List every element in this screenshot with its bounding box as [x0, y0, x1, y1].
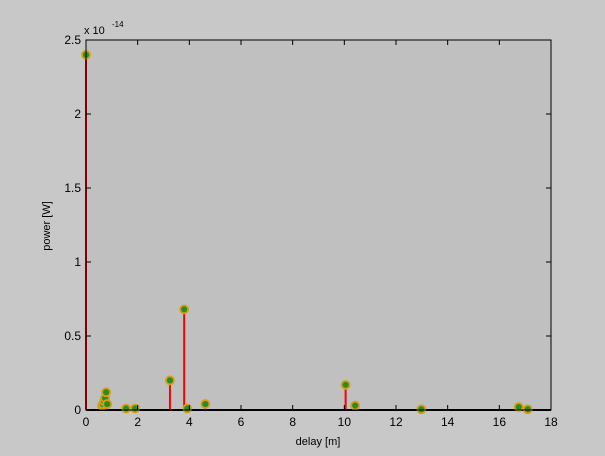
x-tick-label: 10 [338, 415, 352, 429]
stem-marker [130, 403, 140, 414]
x-tick-label: 14 [441, 415, 455, 429]
stem-marker [200, 399, 211, 409]
stem-marker [165, 375, 175, 386]
x-tick-label: 12 [389, 415, 403, 429]
stem-marker [350, 400, 361, 411]
y-tick-label: 2 [74, 107, 81, 121]
x-tick-label: 2 [134, 415, 141, 429]
stem-marker [121, 403, 131, 414]
x-tick-label: 16 [493, 415, 507, 429]
x-axis-label: delay [m] [296, 436, 341, 448]
x-tick-label: 6 [238, 415, 245, 429]
y-tick-label: 1.5 [64, 181, 81, 195]
y-exponent-power: -14 [112, 20, 124, 29]
stem-marker [179, 304, 190, 315]
stem-marker [182, 403, 193, 414]
axes-box [85, 39, 552, 411]
y-tick-label: 2.5 [64, 33, 81, 47]
y-tick-label: 1 [74, 255, 81, 269]
x-tick-label: 0 [83, 415, 90, 429]
stem-marker [101, 387, 112, 398]
y-axis-label: power [W] [41, 201, 53, 251]
y-exponent-base: x 10 [84, 25, 105, 37]
stem-marker [340, 379, 351, 390]
y-tick-label: 0 [74, 403, 81, 417]
x-tick-label: 18 [544, 415, 558, 429]
x-tick-label: 4 [186, 415, 193, 429]
x-ticks: 0 2 4 6 8 10 12 14 16 18 [83, 40, 558, 429]
axes-background [86, 40, 551, 410]
stem-marker [102, 399, 113, 409]
y-ticks: 0 0.5 1 1.5 2 2.5 [64, 33, 551, 417]
x-tick-label: 8 [289, 415, 296, 429]
stem-marker [522, 404, 533, 415]
stem-marker [513, 402, 524, 412]
stem-marker [416, 404, 427, 415]
y-tick-label: 0.5 [64, 329, 81, 343]
